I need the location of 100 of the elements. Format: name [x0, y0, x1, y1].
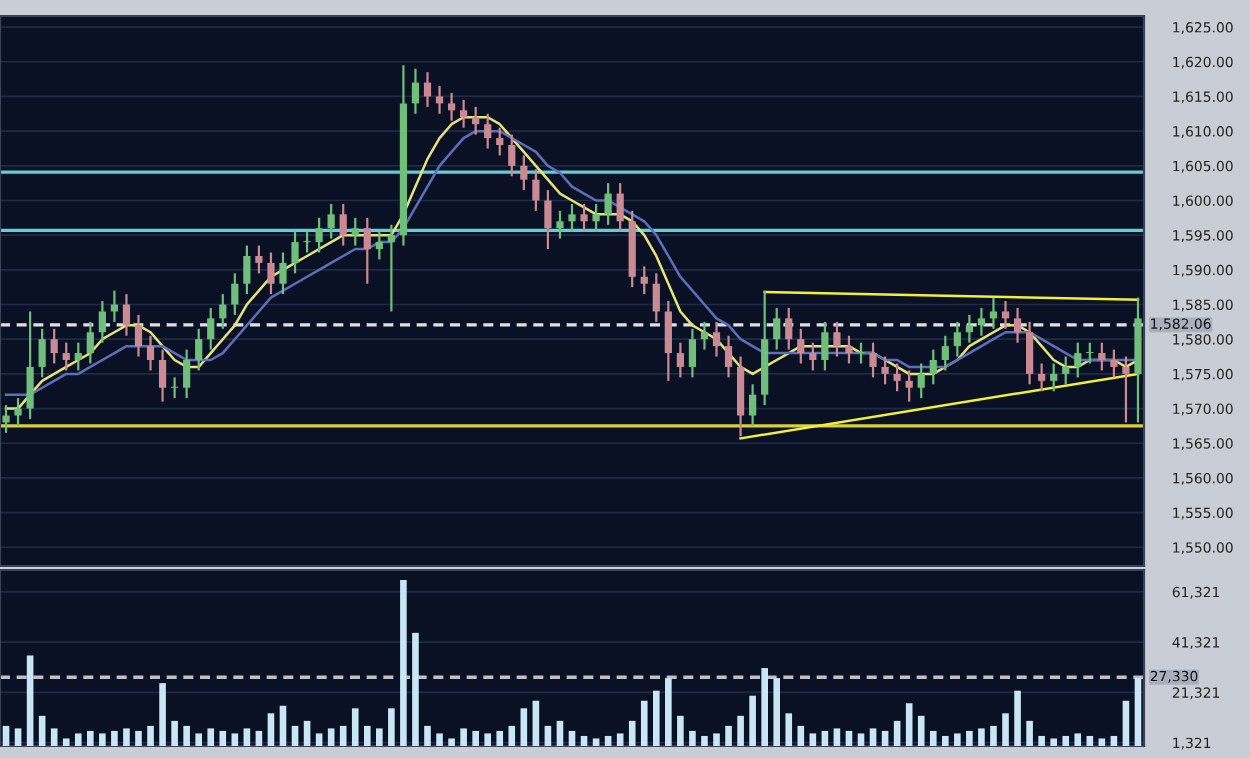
bar: [62, 738, 70, 746]
bar: [1002, 713, 1009, 746]
bar: [327, 728, 335, 746]
candlestick: [1025, 320, 1034, 386]
bar: [99, 733, 106, 746]
candlestick: [134, 313, 143, 358]
bar: [821, 730, 829, 746]
bar: [1122, 700, 1130, 746]
bar: [460, 728, 467, 746]
bar: [857, 733, 865, 746]
bar: [604, 735, 612, 746]
bar: [713, 733, 720, 746]
candlestick: [460, 98, 468, 129]
bar: [508, 725, 516, 746]
candlestick: [821, 320, 829, 372]
candlestick: [688, 327, 697, 379]
candlestick: [387, 223, 395, 313]
bar: [171, 720, 178, 746]
candlestick: [773, 306, 781, 351]
candlestick: [568, 202, 576, 233]
candlestick: [580, 202, 588, 233]
bar: [412, 632, 419, 746]
bar: [616, 733, 624, 746]
bar: [255, 730, 263, 746]
bar: [556, 720, 564, 746]
candlestick: [917, 362, 925, 400]
candlestick: [14, 397, 22, 428]
candlestick: [1050, 362, 1058, 393]
candlestick: [158, 348, 167, 403]
candlestick: [532, 168, 540, 212]
bar: [363, 725, 371, 746]
candlestick: [231, 272, 239, 317]
bar: [929, 730, 937, 746]
bar: [749, 695, 756, 746]
candlestick: [207, 306, 215, 351]
candlestick: [809, 341, 817, 372]
candlestick: [869, 341, 877, 379]
bar: [761, 668, 768, 746]
bar: [665, 678, 672, 746]
bar: [701, 735, 708, 746]
bar: [26, 655, 34, 746]
candlestick: [1098, 341, 1106, 372]
candlestick: [243, 244, 251, 296]
bar: [677, 715, 684, 746]
bar: [520, 708, 528, 746]
bar: [303, 720, 311, 746]
candlestick: [435, 84, 444, 115]
candlestick: [2, 403, 10, 434]
bar: [785, 713, 793, 746]
candlestick: [86, 320, 94, 365]
candlestick: [700, 320, 709, 351]
bar: [436, 733, 443, 746]
candlestick: [989, 296, 998, 330]
bar: [267, 713, 275, 746]
bar: [966, 730, 973, 746]
bar: [219, 730, 227, 746]
bar: [291, 725, 299, 746]
bar: [893, 720, 901, 746]
candlestick: [712, 320, 721, 358]
bar: [351, 708, 359, 746]
candlestick: [797, 327, 805, 365]
candlestick: [977, 306, 986, 337]
candlestick: [496, 126, 504, 157]
bar: [628, 720, 636, 746]
bar: [990, 725, 997, 746]
bar: [773, 678, 781, 746]
bar: [881, 730, 889, 746]
bar: [568, 730, 576, 746]
bar: [111, 730, 118, 746]
candlestick: [447, 91, 456, 122]
candlestick: [664, 299, 672, 382]
candlestick: [520, 154, 528, 192]
bar: [869, 728, 877, 746]
bar: [195, 733, 203, 746]
candlestick: [845, 334, 853, 365]
candlestick: [833, 320, 841, 358]
bar: [1134, 678, 1142, 746]
candlestick: [122, 293, 131, 337]
bar: [544, 725, 552, 746]
candlestick: [640, 265, 648, 296]
candlestick: [785, 306, 793, 351]
bar: [14, 728, 22, 746]
bar: [123, 728, 130, 746]
candlestick: [953, 320, 961, 358]
candlestick: [592, 202, 600, 233]
candlestick: [1062, 355, 1070, 386]
bar: [917, 715, 925, 746]
bar: [905, 703, 913, 746]
candlestick: [1110, 348, 1118, 379]
candlestick: [1013, 306, 1022, 344]
bar: [279, 705, 287, 746]
bar: [592, 738, 600, 746]
bar: [640, 700, 648, 746]
bar: [1038, 735, 1045, 746]
bar: [1098, 738, 1106, 746]
candlestick: [929, 348, 937, 386]
bar: [159, 683, 166, 746]
bar: [448, 738, 455, 746]
bar: [809, 733, 817, 746]
bar: [424, 725, 431, 746]
